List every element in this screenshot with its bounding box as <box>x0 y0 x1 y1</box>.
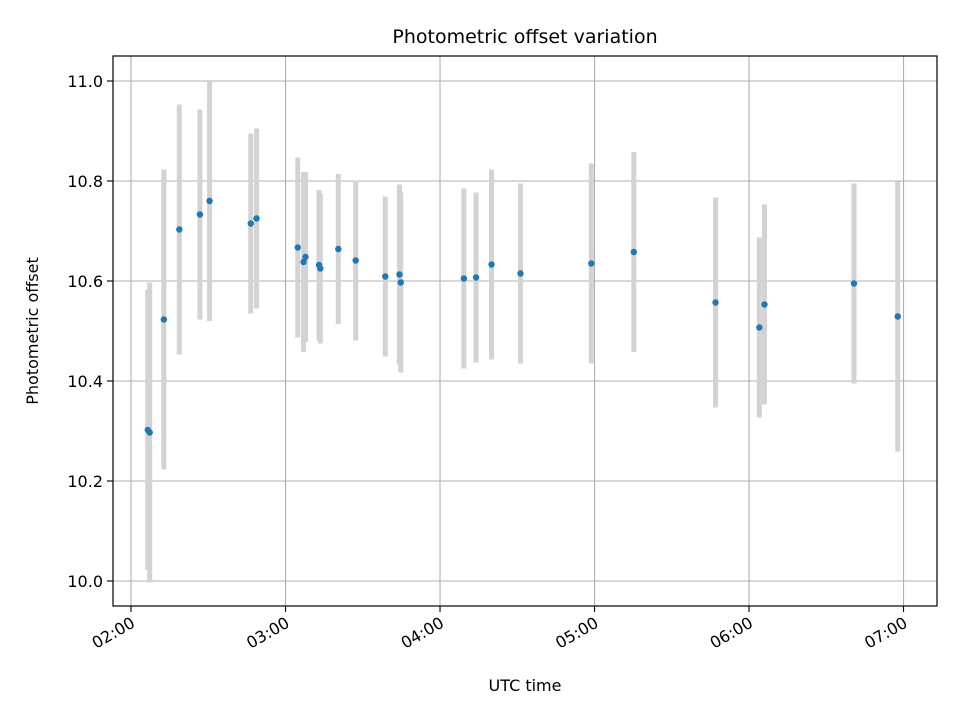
data-point <box>335 245 342 253</box>
data-point <box>160 316 168 323</box>
data-point <box>317 265 324 272</box>
data-point <box>630 248 637 256</box>
data-point <box>517 270 524 277</box>
y-tick-label: 10.2 <box>67 472 103 491</box>
data-point <box>302 253 309 261</box>
data-point <box>196 211 204 218</box>
y-axis-ticks: 10.0 10.2 10.4 10.6 10.8 11.0 <box>67 72 113 591</box>
data-point <box>588 260 595 267</box>
y-axis-title: Photometric offset <box>23 257 42 405</box>
data-point <box>712 299 719 306</box>
data-point <box>396 271 403 278</box>
data-point <box>294 244 301 251</box>
data-point <box>761 301 768 308</box>
y-tick-label: 10.4 <box>67 372 103 391</box>
data-point <box>300 258 307 266</box>
chart-title: Photometric offset variation <box>392 26 657 48</box>
data-point <box>894 313 901 320</box>
y-tick-label: 10.0 <box>67 572 103 591</box>
x-axis-title: UTC time <box>489 676 562 695</box>
data-point <box>146 429 153 436</box>
data-point <box>397 279 404 286</box>
data-point <box>460 275 468 282</box>
data-points <box>144 197 901 436</box>
data-point <box>176 226 183 233</box>
y-tick-label: 10.8 <box>67 172 103 191</box>
data-point <box>206 197 213 205</box>
y-tick-label: 10.6 <box>67 272 103 291</box>
plot-frame <box>112 55 938 607</box>
y-tick-label: 11.0 <box>67 72 103 91</box>
data-point <box>488 261 495 268</box>
data-point <box>850 280 858 287</box>
data-point <box>247 220 254 227</box>
data-point <box>382 273 389 280</box>
data-point <box>756 324 763 331</box>
data-point <box>352 257 359 264</box>
data-point <box>472 274 480 281</box>
data-point <box>253 215 260 222</box>
